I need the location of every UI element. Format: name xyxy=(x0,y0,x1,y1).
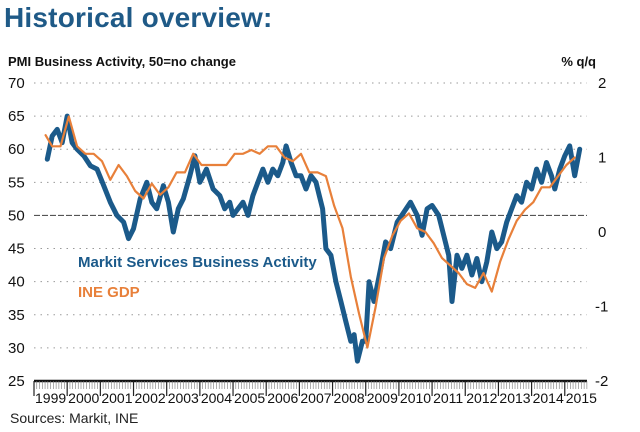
x-tick-label: 2003 xyxy=(168,390,199,406)
left-tick-label: 40 xyxy=(8,274,25,291)
right-tick-label: 2 xyxy=(598,75,606,92)
left-axis-title: PMI Business Activity, 50=no change xyxy=(8,54,236,69)
right-axis-title: % q/q xyxy=(561,54,596,69)
gridlines xyxy=(34,82,587,349)
left-tick-label: 30 xyxy=(8,340,25,357)
x-tick-label: 2009 xyxy=(367,390,398,406)
x-tick-label: 1999 xyxy=(35,390,66,406)
x-axis: 1999 2000 2001 2002 2003 2004 2005 2006 2007 2008… xyxy=(33,379,597,406)
left-tick-label: 60 xyxy=(8,141,25,158)
right-tick-label: 0 xyxy=(598,224,606,241)
left-tick-label: 70 xyxy=(8,75,25,92)
left-tick-label: 55 xyxy=(8,174,25,191)
left-tick-label: 25 xyxy=(8,373,25,390)
page-title: Historical overview: xyxy=(4,2,273,33)
x-tick-label: 2011 xyxy=(433,390,463,406)
right-axis-ticks: -2 -1 0 1 2 xyxy=(595,75,608,390)
x-tick-label: 2012 xyxy=(466,390,497,406)
x-tick-label: 2000 xyxy=(68,390,99,406)
left-tick-label: 50 xyxy=(8,207,25,224)
x-tick-label: 2004 xyxy=(201,390,232,406)
legend-pmi: Markit Services Business Activity xyxy=(78,254,317,271)
left-tick-label: 45 xyxy=(8,241,25,258)
x-tick-label: 2013 xyxy=(499,390,530,406)
x-tick-label: 2015 xyxy=(566,390,597,406)
left-tick-label: 35 xyxy=(8,307,25,324)
x-tick-label: 2014 xyxy=(533,390,564,406)
x-tick-label: 2007 xyxy=(300,390,331,406)
x-tick-label: 2010 xyxy=(400,390,431,406)
x-tick-label: 2001 xyxy=(101,390,132,406)
gdp-series-line xyxy=(44,115,576,349)
right-tick-label: 1 xyxy=(598,150,606,167)
x-tick-label: 2002 xyxy=(135,390,166,406)
x-tick-label: 2006 xyxy=(267,390,298,406)
right-tick-label: -2 xyxy=(595,373,608,390)
right-tick-label: -1 xyxy=(595,299,608,316)
x-tick-label: 2005 xyxy=(234,390,265,406)
source-note: Sources: Markit, INE xyxy=(10,410,139,426)
left-tick-label: 65 xyxy=(8,108,25,125)
legend-gdp: INE GDP xyxy=(78,284,140,301)
pmi-series-line xyxy=(44,113,583,364)
left-axis-ticks: 25 30 35 40 45 50 55 60 65 70 xyxy=(8,75,25,390)
x-tick-label: 2008 xyxy=(334,390,365,406)
series-lines xyxy=(44,113,583,364)
